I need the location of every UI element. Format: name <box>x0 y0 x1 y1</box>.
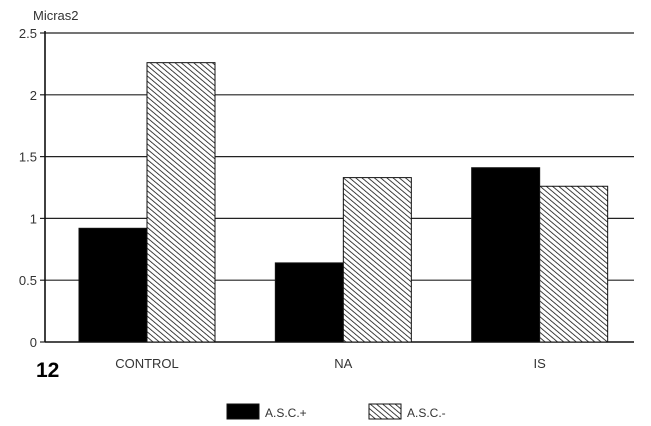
y-tick-label: 0 <box>30 335 37 350</box>
legend-swatch-series-1 <box>226 403 260 420</box>
axis-labels: 0 0.5 1 1.5 2 2.5 CONTROL NA IS <box>19 26 546 371</box>
bar-is-series-1 <box>471 167 541 343</box>
legend: A.S.C.+ A.S.C.- <box>226 403 446 420</box>
x-category-label: NA <box>334 356 352 371</box>
x-category-label: IS <box>534 356 547 371</box>
y-unit-label: Micras2 <box>33 8 79 23</box>
legend-label-series-2: A.S.C.- <box>407 406 446 420</box>
bar-na-series-2 <box>342 177 412 343</box>
y-tick-label: 0.5 <box>19 273 37 288</box>
y-tick-label: 1.5 <box>19 150 37 165</box>
x-category-label: CONTROL <box>115 356 179 371</box>
y-tick-label: 2.5 <box>19 26 37 41</box>
legend-swatch-series-2 <box>368 403 402 420</box>
bar-na-series-1 <box>274 262 344 343</box>
bar-control-series-2 <box>146 62 216 343</box>
bar-control-series-1 <box>78 227 148 343</box>
bars <box>78 62 609 343</box>
figure-number: 12 <box>36 359 59 382</box>
bar-is-series-2 <box>539 185 609 343</box>
legend-label-series-1: A.S.C.+ <box>265 406 307 420</box>
y-tick-label: 2 <box>30 88 37 103</box>
y-tick-label: 1 <box>30 211 37 226</box>
